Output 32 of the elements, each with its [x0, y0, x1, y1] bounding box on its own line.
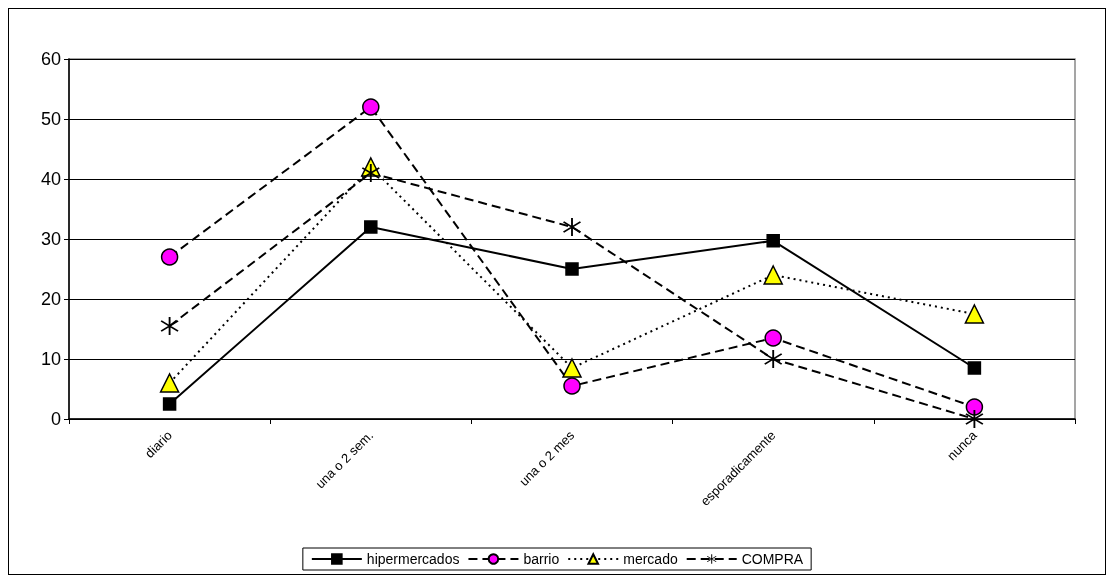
y-tick-label: 10	[40, 349, 61, 369]
y-tick-label: 60	[40, 49, 61, 69]
point	[763, 265, 783, 285]
legend-label: COMPRA	[741, 551, 804, 567]
point	[964, 304, 985, 324]
point	[965, 398, 984, 416]
point	[160, 248, 179, 266]
point	[563, 218, 581, 236]
point	[562, 358, 582, 378]
point	[565, 262, 579, 276]
point	[162, 397, 177, 411]
x-tick-label: una o 2 sem.	[312, 427, 377, 492]
legend-label: hipermercados	[366, 551, 460, 567]
point	[159, 373, 180, 393]
y-tick-label: 30	[40, 229, 61, 249]
point	[361, 164, 380, 182]
legend-label: mercado	[623, 551, 678, 567]
x-tick-label: una o 2 mes	[516, 427, 578, 489]
y-tick-label: 40	[40, 169, 61, 189]
point	[965, 410, 984, 428]
point	[766, 234, 780, 248]
legend-label: barrio	[523, 551, 560, 567]
point	[364, 220, 378, 234]
point	[764, 350, 783, 368]
point	[967, 361, 982, 375]
point	[764, 329, 782, 347]
y-tick-label: 50	[40, 109, 61, 129]
y-tick-label: 0	[50, 409, 61, 429]
point	[362, 98, 380, 116]
point	[160, 317, 179, 335]
y-tick-label: 20	[40, 289, 61, 309]
point	[563, 377, 581, 395]
